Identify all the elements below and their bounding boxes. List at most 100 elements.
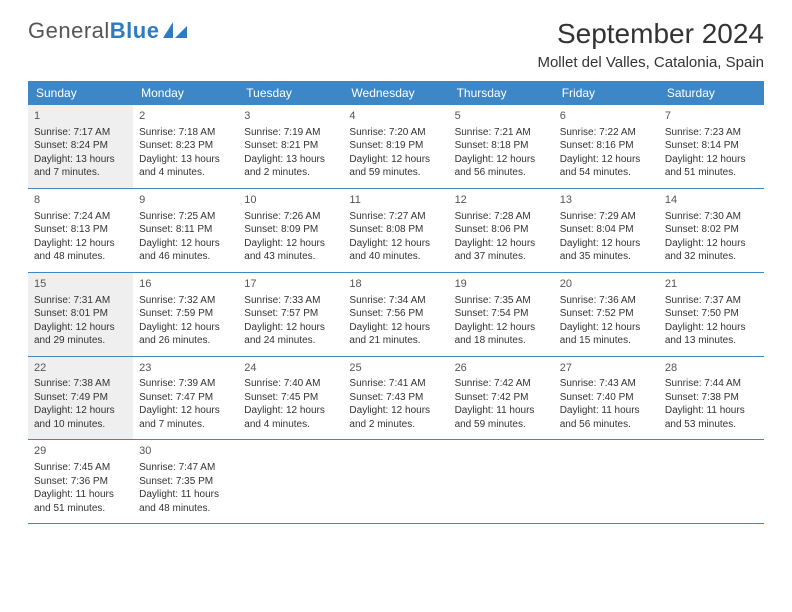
day-sunrise: Sunrise: 7:33 AM	[244, 294, 337, 308]
day-sunrise: Sunrise: 7:29 AM	[560, 210, 653, 224]
day-sunset: Sunset: 7:35 PM	[139, 475, 232, 489]
day-daylight: Daylight: 12 hours and 59 minutes.	[349, 153, 442, 180]
day-cell-empty	[449, 440, 554, 523]
day-daylight: Daylight: 12 hours and 15 minutes.	[560, 321, 653, 348]
day-daylight: Daylight: 12 hours and 43 minutes.	[244, 237, 337, 264]
day-sunset: Sunset: 8:16 PM	[560, 139, 653, 153]
day-number: 27	[560, 361, 653, 376]
day-daylight: Daylight: 12 hours and 29 minutes.	[34, 321, 127, 348]
day-daylight: Daylight: 12 hours and 54 minutes.	[560, 153, 653, 180]
day-sunset: Sunset: 8:21 PM	[244, 139, 337, 153]
day-sunrise: Sunrise: 7:41 AM	[349, 377, 442, 391]
logo-text-2: Blue	[110, 18, 160, 44]
day-sunset: Sunset: 8:14 PM	[665, 139, 758, 153]
day-sunset: Sunset: 7:49 PM	[34, 391, 127, 405]
day-header: Thursday	[449, 81, 554, 105]
day-daylight: Daylight: 12 hours and 10 minutes.	[34, 404, 127, 431]
day-number: 2	[139, 109, 232, 124]
day-header: Wednesday	[343, 81, 448, 105]
day-daylight: Daylight: 11 hours and 48 minutes.	[139, 488, 232, 515]
day-cell: 6Sunrise: 7:22 AMSunset: 8:16 PMDaylight…	[554, 105, 659, 188]
day-sunset: Sunset: 8:13 PM	[34, 223, 127, 237]
day-sunset: Sunset: 7:40 PM	[560, 391, 653, 405]
day-daylight: Daylight: 12 hours and 2 minutes.	[349, 404, 442, 431]
day-cell: 24Sunrise: 7:40 AMSunset: 7:45 PMDayligh…	[238, 357, 343, 440]
day-sunset: Sunset: 7:56 PM	[349, 307, 442, 321]
day-daylight: Daylight: 12 hours and 21 minutes.	[349, 321, 442, 348]
day-cell: 14 Sunrise: 7:30 AMSunset: 8:02 PMDayligh…	[659, 189, 764, 272]
day-number: 10	[244, 193, 337, 208]
day-sunset: Sunset: 7:38 PM	[665, 391, 758, 405]
day-cell: 22Sunrise: 7:38 AMSunset: 7:49 PMDayligh…	[28, 357, 133, 440]
day-number: 13	[560, 193, 653, 208]
day-sunrise: Sunrise: 7:20 AM	[349, 126, 442, 140]
day-cell-empty	[343, 440, 448, 523]
day-sunrise: Sunrise: 7:23 AM	[665, 126, 758, 140]
day-sunrise: Sunrise: 7:47 AM	[139, 461, 232, 475]
day-daylight: Daylight: 12 hours and 32 minutes.	[665, 237, 758, 264]
day-number: 24	[244, 361, 337, 376]
day-cell: 20Sunrise: 7:36 AMSunset: 7:52 PMDayligh…	[554, 273, 659, 356]
day-number: 28	[665, 361, 758, 376]
day-header: Friday	[554, 81, 659, 105]
day-sunrise: Sunrise: 7:31 AM	[34, 294, 127, 308]
day-sunrise: Sunrise: 7:45 AM	[34, 461, 127, 475]
day-sunrise: Sunrise: 7:18 AM	[139, 126, 232, 140]
day-sunrise: Sunrise: 7:21 AM	[455, 126, 548, 140]
day-sunset: Sunset: 7:36 PM	[34, 475, 127, 489]
day-number: 25	[349, 361, 442, 376]
logo: GeneralBlue	[28, 18, 189, 44]
day-number: 14	[665, 193, 758, 208]
day-sunset: Sunset: 8:02 PM	[665, 223, 758, 237]
calendar: SundayMondayTuesdayWednesdayThursdayFrid…	[28, 81, 764, 524]
day-daylight: Daylight: 12 hours and 56 minutes.	[455, 153, 548, 180]
day-sunrise: Sunrise: 7:35 AM	[455, 294, 548, 308]
day-cell: 19Sunrise: 7:35 AMSunset: 7:54 PMDayligh…	[449, 273, 554, 356]
day-daylight: Daylight: 11 hours and 56 minutes.	[560, 404, 653, 431]
week-row: 8Sunrise: 7:24 AMSunset: 8:13 PMDaylight…	[28, 189, 764, 273]
day-number: 1	[34, 109, 127, 124]
week-row: 29Sunrise: 7:45 AMSunset: 7:36 PMDayligh…	[28, 440, 764, 524]
day-cell-empty	[238, 440, 343, 523]
day-cell: 12Sunrise: 7:28 AMSunset: 8:06 PMDayligh…	[449, 189, 554, 272]
day-daylight: Daylight: 11 hours and 51 minutes.	[34, 488, 127, 515]
day-sunrise: Sunrise: 7:26 AM	[244, 210, 337, 224]
day-cell: 30Sunrise: 7:47 AMSunset: 7:35 PMDayligh…	[133, 440, 238, 523]
day-cell: 9Sunrise: 7:25 AMSunset: 8:11 PMDaylight…	[133, 189, 238, 272]
day-sunset: Sunset: 8:08 PM	[349, 223, 442, 237]
day-cell-empty	[554, 440, 659, 523]
day-sunset: Sunset: 8:11 PM	[139, 223, 232, 237]
day-cell: 15Sunrise: 7:31 AMSunset: 8:01 PMDayligh…	[28, 273, 133, 356]
day-daylight: Daylight: 12 hours and 26 minutes.	[139, 321, 232, 348]
day-sunset: Sunset: 8:04 PM	[560, 223, 653, 237]
day-cell: 23Sunrise: 7:39 AMSunset: 7:47 PMDayligh…	[133, 357, 238, 440]
day-sunrise: Sunrise: 7:28 AM	[455, 210, 548, 224]
day-daylight: Daylight: 12 hours and 40 minutes.	[349, 237, 442, 264]
day-number: 4	[349, 109, 442, 124]
day-sunrise: Sunrise: 7:38 AM	[34, 377, 127, 391]
day-sunset: Sunset: 8:23 PM	[139, 139, 232, 153]
day-header: Monday	[133, 81, 238, 105]
day-cell: 18Sunrise: 7:34 AMSunset: 7:56 PMDayligh…	[343, 273, 448, 356]
day-cell: 2Sunrise: 7:18 AMSunset: 8:23 PMDaylight…	[133, 105, 238, 188]
day-header-row: SundayMondayTuesdayWednesdayThursdayFrid…	[28, 81, 764, 105]
logo-sail-icon	[163, 22, 189, 40]
day-number: 20	[560, 277, 653, 292]
day-number: 17	[244, 277, 337, 292]
day-sunrise: Sunrise: 7:17 AM	[34, 126, 127, 140]
title-block: September 2024 Mollet del Valles, Catalo…	[537, 18, 764, 71]
day-sunrise: Sunrise: 7:30 AM	[665, 210, 758, 224]
day-cell: 17Sunrise: 7:33 AMSunset: 7:57 PMDayligh…	[238, 273, 343, 356]
day-sunset: Sunset: 7:45 PM	[244, 391, 337, 405]
day-header: Saturday	[659, 81, 764, 105]
day-number: 22	[34, 361, 127, 376]
day-header: Sunday	[28, 81, 133, 105]
day-cell: 7Sunrise: 7:23 AMSunset: 8:14 PMDaylight…	[659, 105, 764, 188]
day-daylight: Daylight: 12 hours and 35 minutes.	[560, 237, 653, 264]
day-number: 3	[244, 109, 337, 124]
day-sunrise: Sunrise: 7:32 AM	[139, 294, 232, 308]
day-sunrise: Sunrise: 7:22 AM	[560, 126, 653, 140]
day-sunrise: Sunrise: 7:19 AM	[244, 126, 337, 140]
day-number: 8	[34, 193, 127, 208]
day-number: 11	[349, 193, 442, 208]
